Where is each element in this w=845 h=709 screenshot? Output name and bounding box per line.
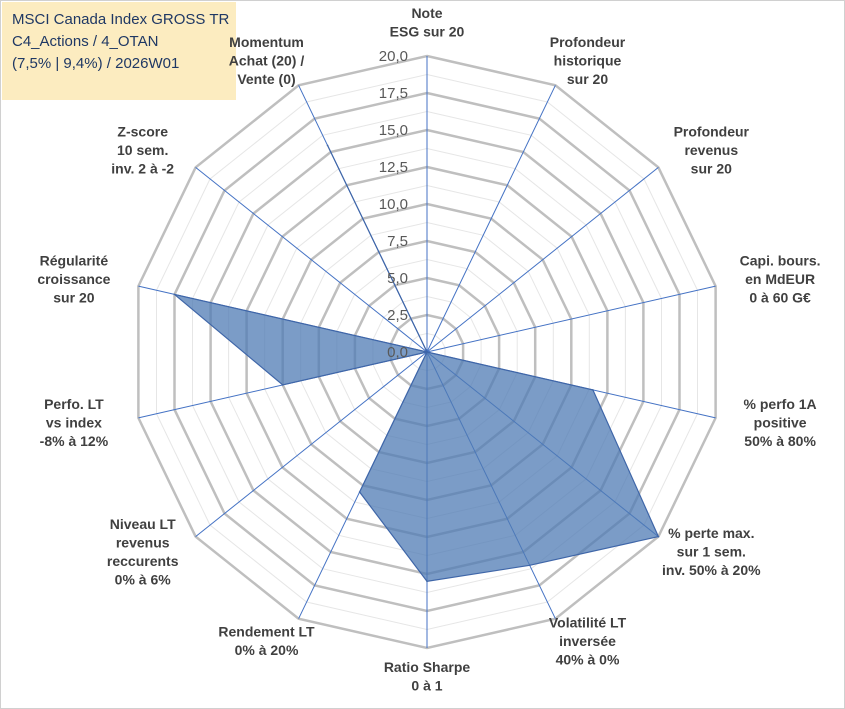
chart-title-line-3: (7,5% | 9,4%) / 2026W01 (12, 55, 180, 72)
axis-label: Capi. bours. (740, 253, 821, 269)
axis-label: historique (554, 53, 622, 69)
axis-label: sur 20 (53, 290, 94, 306)
r-tick-label: 15,0 (379, 122, 408, 139)
data-point (358, 491, 361, 493)
axis-label: sur 20 (567, 71, 608, 87)
data-point (528, 564, 531, 567)
axis-label: 0 à 1 (411, 678, 442, 694)
axis-label: sur 1 sem. (677, 544, 746, 560)
axis-label: revenus (684, 142, 738, 158)
r-tick-label: 10,0 (379, 196, 408, 213)
data-point (657, 535, 660, 538)
axis-label: Vente (0) (237, 71, 295, 87)
data-point (281, 384, 284, 386)
axis-label: Profondeur (550, 34, 626, 50)
axis-label: sur 20 (691, 161, 732, 177)
axis-label: % perte max. (668, 525, 754, 541)
r-tick-label: 2,5 (387, 307, 408, 324)
axis-label: Z-score (117, 124, 168, 140)
r-tick-label: 17,5 (379, 85, 408, 102)
axis-spoke (426, 85, 556, 353)
r-tick-label: 5,0 (387, 270, 408, 287)
axis-label: inv. 2 à -2 (111, 161, 174, 177)
axis-label: reccurents (107, 553, 179, 569)
axis-spoke (426, 285, 716, 353)
axis-label: inv. 50% à 20% (662, 562, 761, 578)
axis-label: Rendement LT (218, 624, 315, 640)
axis-label: Momentum (229, 34, 304, 50)
axis-label: Ratio Sharpe (384, 659, 471, 675)
axis-label: ESG sur 20 (390, 24, 465, 40)
axis-label: positive (754, 414, 807, 430)
data-point (426, 580, 428, 583)
axis-label: -8% à 12% (40, 433, 109, 449)
axis-label: 0% à 6% (115, 571, 172, 587)
axis-label: Niveau LT (110, 516, 176, 532)
axis-label: Note (411, 5, 442, 21)
r-tick-label: 20,0 (379, 48, 408, 65)
axis-label: 10 sem. (117, 142, 168, 158)
axis-spoke (195, 167, 428, 353)
chart-title-line-2: C4_Actions / 4_OTAN (12, 33, 159, 50)
axis-label: Régularité (40, 253, 109, 269)
axis-label: en MdEUR (745, 271, 815, 287)
axis-label: Achat (20) / (229, 53, 305, 69)
chart-title-box: MSCI Canada Index GROSS TR C4_Actions / … (2, 2, 236, 100)
axis-spoke (195, 351, 428, 537)
axis-label: 0 à 60 G€ (749, 290, 811, 306)
axis-label: inversée (559, 633, 616, 649)
axis-label: 0% à 20% (235, 642, 299, 658)
axis-label: Profondeur (674, 124, 750, 140)
axis-spoke (426, 167, 659, 353)
axis-label: croissance (37, 271, 110, 287)
r-tick-label: 7,5 (387, 233, 408, 250)
axis-label: Volatilité LT (549, 614, 627, 630)
data-point (173, 293, 176, 296)
axis-label: Perfo. LT (44, 396, 104, 412)
axis-label: 50% à 80% (744, 433, 816, 449)
chart-title-line-1: MSCI Canada Index GROSS TR (12, 11, 230, 28)
axis-label: revenus (116, 534, 170, 550)
axis-label: 40% à 0% (556, 651, 620, 667)
axis-label: vs index (46, 414, 102, 430)
data-point (426, 351, 428, 353)
data-point (326, 144, 329, 147)
r-tick-label: 0,0 (387, 344, 408, 361)
r-tick-label: 12,5 (379, 159, 408, 176)
data-point (592, 389, 594, 391)
axis-label: % perfo 1A (744, 396, 817, 412)
series-area (174, 145, 660, 583)
